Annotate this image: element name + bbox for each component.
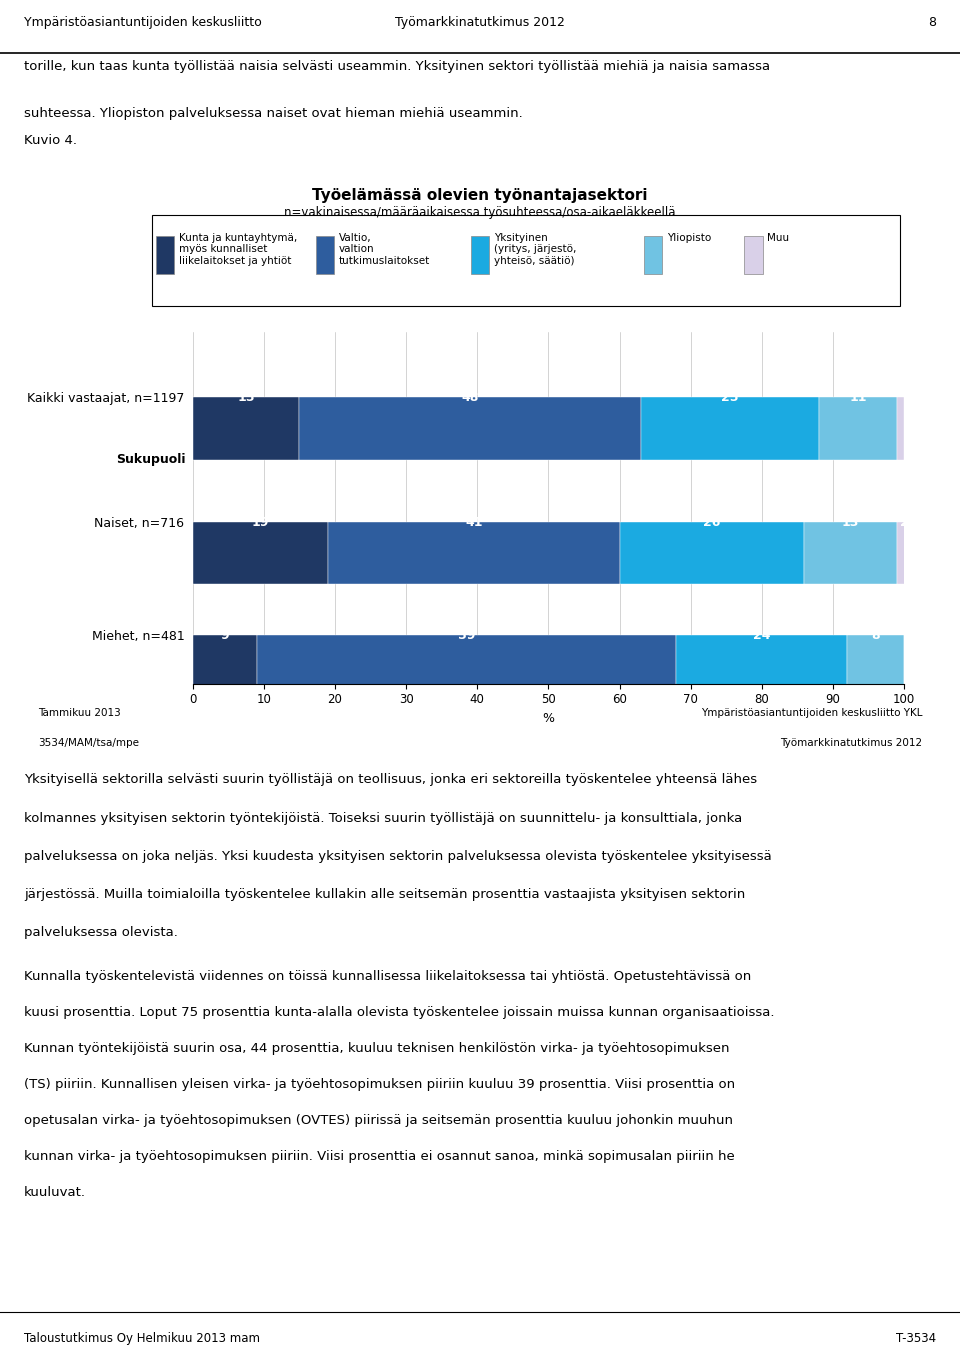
Text: 41: 41 [465, 516, 483, 528]
Text: palveluksessa olevista.: palveluksessa olevista. [24, 925, 178, 939]
Text: opetusalan virka- ja työehtosopimuksen (OVTES) piirissä ja seitsemän prosenttia : opetusalan virka- ja työehtosopimuksen (… [24, 1114, 733, 1126]
Text: 9: 9 [221, 630, 229, 642]
Text: Yksityisellä sektorilla selvästi suurin työllistäjä on teollisuus, jonka eri sek: Yksityisellä sektorilla selvästi suurin … [24, 773, 757, 787]
Bar [256, 635, 677, 697]
Bar [300, 398, 641, 460]
Bar [619, 522, 804, 585]
Text: kolmannes yksityisen sektorin työntekijöistä. Toiseksi suurin työllistäjä on suu: kolmannes yksityisen sektorin työntekijö… [24, 811, 742, 825]
Text: Valtio,
valtion
tutkimuslaitokset: Valtio, valtion tutkimuslaitokset [339, 233, 430, 266]
Text: Työmarkkinatutkimus 2012: Työmarkkinatutkimus 2012 [396, 16, 564, 30]
Text: T-3534: T-3534 [896, 1331, 936, 1345]
Text: 59: 59 [458, 630, 475, 642]
Bar [897, 398, 904, 460]
Text: Muu: Muu [767, 233, 789, 243]
Text: kuusi prosenttia. Loput 75 prosenttia kunta-alalla olevista työskentelee joissai: kuusi prosenttia. Loput 75 prosenttia ku… [24, 1006, 775, 1019]
Text: Kunnan työntekijöistä suurin osa, 44 prosenttia, kuuluu teknisen henkilöstön vir: Kunnan työntekijöistä suurin osa, 44 pro… [24, 1042, 730, 1056]
Text: 26: 26 [704, 516, 721, 528]
FancyBboxPatch shape [470, 236, 489, 274]
Bar [328, 522, 619, 585]
Text: 24: 24 [753, 630, 771, 642]
Text: suhteessa. Yliopiston palveluksessa naiset ovat hieman miehiä useammin.: suhteessa. Yliopiston palveluksessa nais… [24, 107, 523, 119]
Text: kunnan virka- ja työehtosopimuksen piiriin. Viisi prosenttia ei osannut sanoa, m: kunnan virka- ja työehtosopimuksen piiri… [24, 1149, 734, 1163]
Text: 13: 13 [842, 516, 859, 528]
Text: Yksityinen
(yritys, järjestö,
yhteisö, säätiö): Yksityinen (yritys, järjestö, yhteisö, s… [493, 233, 576, 266]
FancyBboxPatch shape [316, 236, 334, 274]
Bar [677, 635, 847, 697]
Text: Kuvio 4.: Kuvio 4. [24, 134, 77, 148]
Text: Yliopisto: Yliopisto [667, 233, 711, 243]
Bar [193, 522, 328, 585]
FancyBboxPatch shape [745, 236, 762, 274]
Text: Ympäristöasiantuntijoiden keskusliitto YKL: Ympäristöasiantuntijoiden keskusliitto Y… [701, 708, 923, 718]
Text: Työelämässä olevien työnantajasektori: Työelämässä olevien työnantajasektori [312, 189, 648, 204]
Text: 3534/MAM/tsa/mpe: 3534/MAM/tsa/mpe [37, 738, 138, 748]
Text: 25: 25 [721, 391, 738, 404]
Text: 8: 8 [872, 630, 880, 642]
Text: 8: 8 [928, 16, 936, 30]
Bar [904, 635, 911, 697]
Text: 2: 2 [900, 516, 908, 528]
Text: 19: 19 [252, 516, 269, 528]
Text: 11: 11 [849, 391, 867, 404]
Text: 15: 15 [237, 391, 254, 404]
Text: Ympäristöasiantuntijoiden keskusliitto: Ympäristöasiantuntijoiden keskusliitto [24, 16, 262, 30]
Text: (TS) piiriin. Kunnallisen yleisen virka- ja työehtosopimuksen piiriin kuuluu 39 : (TS) piiriin. Kunnallisen yleisen virka-… [24, 1077, 735, 1091]
Text: Tammikuu 2013: Tammikuu 2013 [37, 708, 120, 718]
Text: Taloustutkimus Oy Helmikuu 2013 mam: Taloustutkimus Oy Helmikuu 2013 mam [24, 1331, 260, 1345]
Text: palveluksessa on joka neljäs. Yksi kuudesta yksityisen sektorin palveluksessa ol: palveluksessa on joka neljäs. Yksi kuude… [24, 849, 772, 863]
Bar [193, 398, 300, 460]
Bar [804, 522, 897, 585]
FancyBboxPatch shape [152, 214, 900, 305]
Bar [193, 635, 256, 697]
Bar [847, 635, 904, 697]
Text: torille, kun taas kunta työllistää naisia selvästi useammin. Yksityinen sektori : torille, kun taas kunta työllistää naisi… [24, 60, 770, 73]
Text: Kunnalla työskentelevistä viidennes on töissä kunnallisessa liikelaitoksessa tai: Kunnalla työskentelevistä viidennes on t… [24, 970, 752, 984]
X-axis label: %: % [542, 712, 554, 725]
Text: kuuluvat.: kuuluvat. [24, 1186, 86, 1198]
Text: Kunta ja kuntayhtymä,
myös kunnalliset
liikelaitokset ja yhtiöt: Kunta ja kuntayhtymä, myös kunnalliset l… [180, 233, 298, 266]
Text: Sukupuoli: Sukupuoli [116, 453, 185, 465]
FancyBboxPatch shape [644, 236, 662, 274]
Text: järjestössä. Muilla toimialoilla työskentelee kullakin alle seitsemän prosenttia: järjestössä. Muilla toimialoilla työsken… [24, 887, 745, 901]
Bar [819, 398, 897, 460]
Bar [641, 398, 819, 460]
FancyBboxPatch shape [156, 236, 175, 274]
Bar [897, 522, 911, 585]
Text: n=vakinaisessa/määräaikaisessa työsuhteessa/osa-aikaeläkkeellä: n=vakinaisessa/määräaikaisessa työsuhtee… [284, 206, 676, 218]
Text: Työmarkkinatutkimus 2012: Työmarkkinatutkimus 2012 [780, 738, 923, 748]
Text: 48: 48 [462, 391, 479, 404]
